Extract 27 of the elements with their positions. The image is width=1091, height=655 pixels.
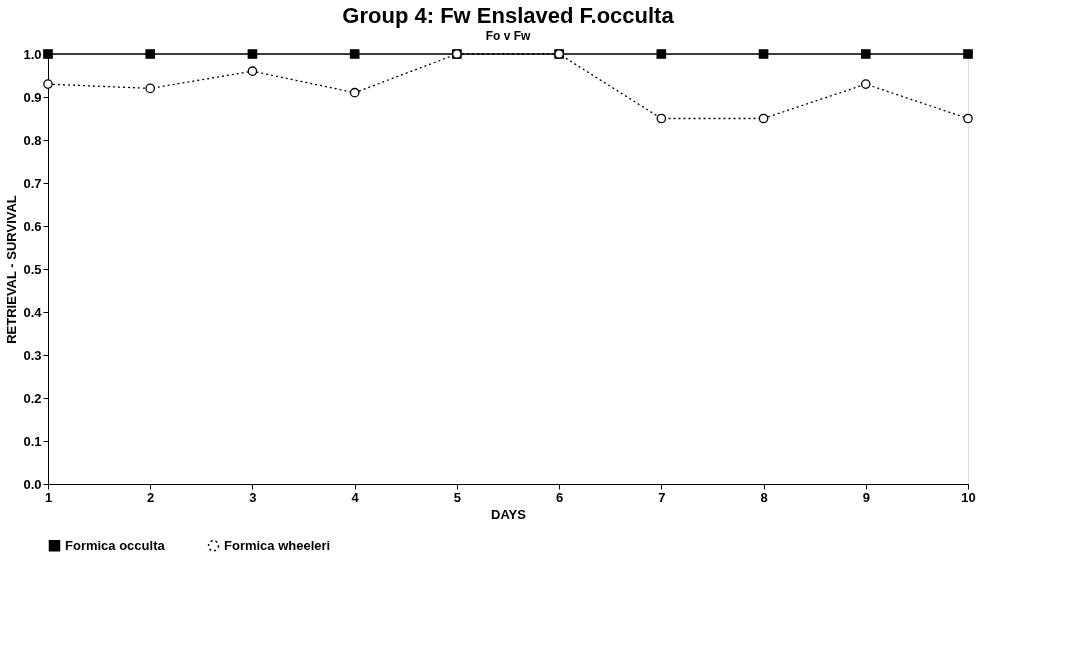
x-tick-label: 6 bbox=[555, 489, 564, 505]
x-tick-label: 1 bbox=[44, 489, 53, 505]
chart-title: Group 4: Fw Enslaved F.occulta bbox=[342, 3, 675, 29]
y-tick-label: 1.0 bbox=[23, 46, 42, 62]
y-tick-label: 0.3 bbox=[23, 347, 42, 363]
x-tick-label: 8 bbox=[760, 489, 768, 505]
legend-label: Formica occulta bbox=[65, 537, 166, 553]
y-tick-label: 0.8 bbox=[23, 132, 42, 148]
x-tick-label: 3 bbox=[249, 489, 257, 505]
x-tick-label: 2 bbox=[147, 489, 155, 505]
y-tick-label: 0.4 bbox=[23, 304, 43, 320]
legend-label: Formica wheeleri bbox=[224, 537, 331, 553]
y-tick-label: 0.7 bbox=[23, 175, 42, 191]
y-tick-label: 0.9 bbox=[23, 89, 42, 105]
x-tick-label: 4 bbox=[351, 489, 360, 505]
chart-subtitle: Fo v Fw bbox=[485, 29, 531, 44]
x-tick-label: 10 bbox=[961, 489, 976, 505]
x-tick-label: 9 bbox=[862, 489, 870, 505]
y-tick-label: 0.2 bbox=[23, 390, 42, 406]
y-tick-label: 0.1 bbox=[23, 433, 42, 449]
y-tick-label: 0.6 bbox=[23, 218, 42, 234]
x-tick-label: 5 bbox=[453, 489, 462, 505]
y-axis-title: RETRIEVAL - SURVIVAL bbox=[4, 195, 20, 344]
y-tick-label: 0.0 bbox=[23, 476, 42, 492]
x-axis-title: DAYS bbox=[491, 506, 527, 522]
y-tick-label: 0.5 bbox=[23, 261, 42, 277]
x-tick-label: 7 bbox=[658, 489, 666, 505]
